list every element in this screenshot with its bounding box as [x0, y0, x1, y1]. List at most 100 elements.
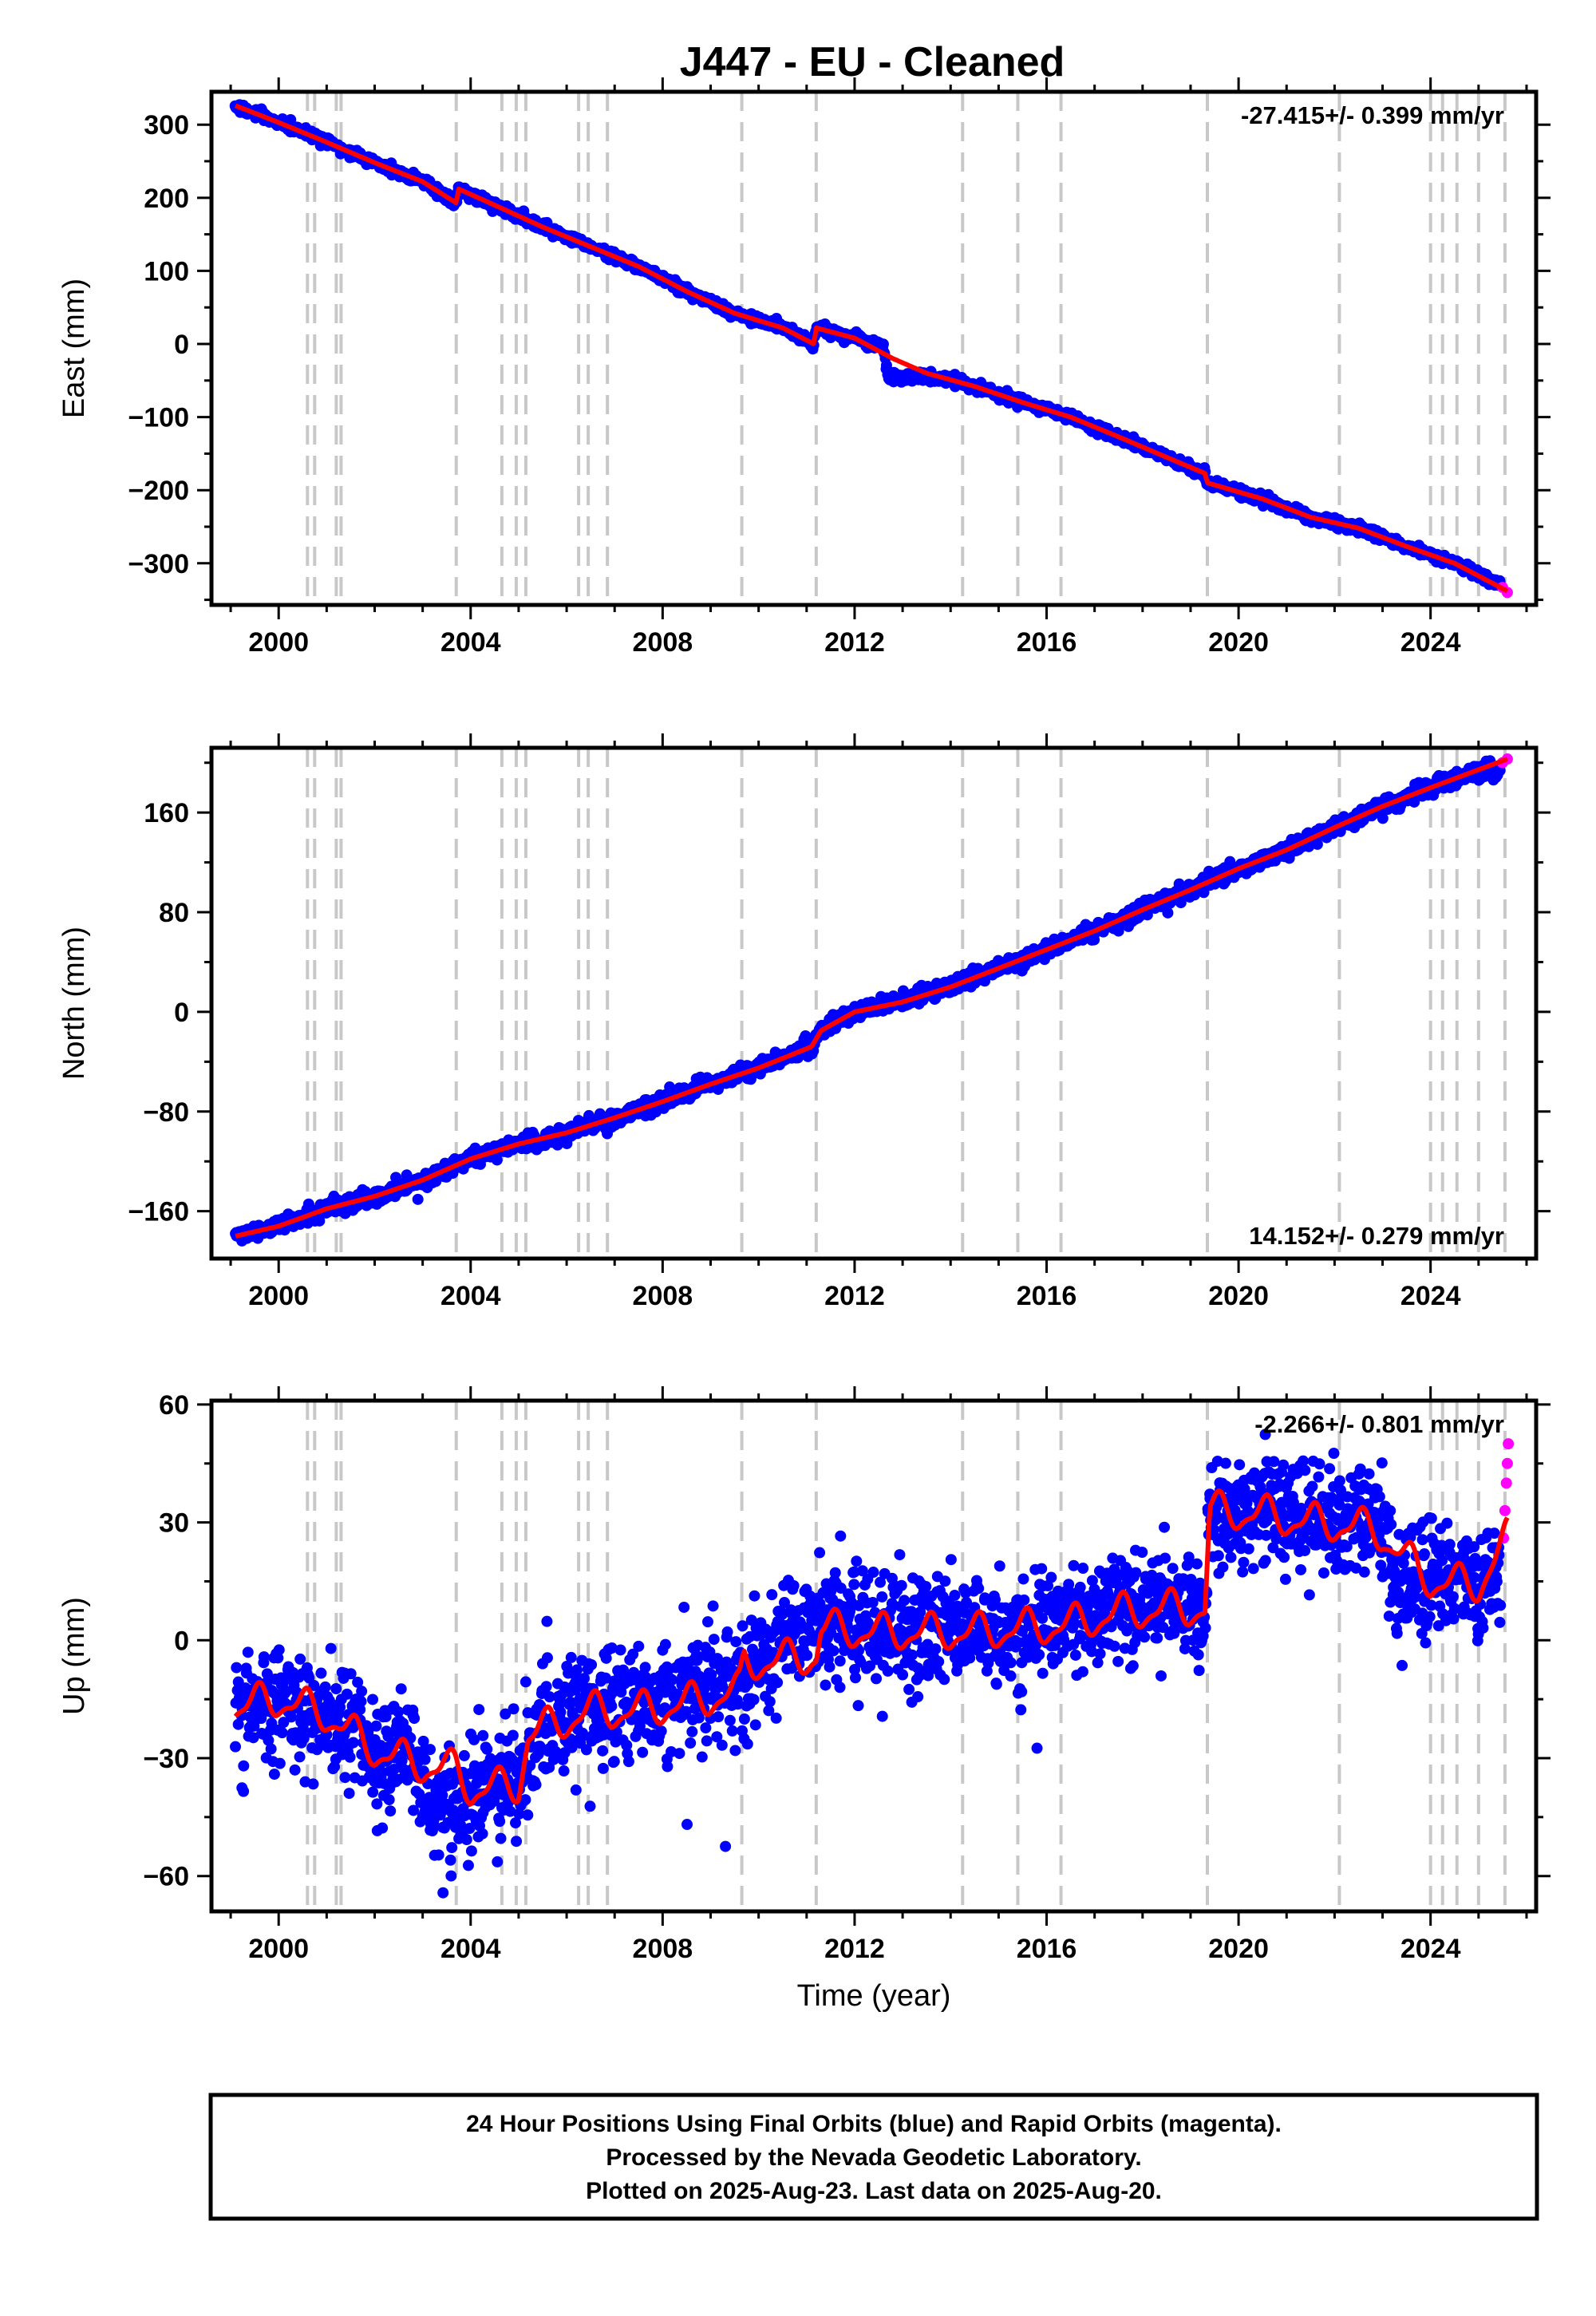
y-tick-label: −80 — [143, 1097, 189, 1128]
final-point — [700, 1722, 712, 1734]
final-point — [608, 1756, 620, 1768]
final-point — [530, 1779, 542, 1791]
final-point — [265, 1743, 277, 1755]
final-point — [242, 1646, 254, 1658]
final-point — [492, 1856, 504, 1867]
final-point — [678, 1601, 690, 1613]
final-point — [662, 1761, 674, 1773]
final-point — [238, 1785, 250, 1797]
final-point — [330, 1682, 342, 1694]
final-point — [674, 1748, 685, 1760]
model-line — [234, 103, 1509, 594]
x-tick-label: 2012 — [824, 1281, 885, 1311]
final-point — [511, 1836, 523, 1848]
final-point — [686, 1725, 698, 1737]
y-axis-label: East (mm) — [57, 279, 91, 418]
final-point — [462, 1860, 474, 1871]
y-tick-label: 300 — [144, 110, 189, 140]
final-point — [558, 1765, 570, 1777]
final-point — [633, 1640, 645, 1652]
final-point — [268, 1769, 280, 1780]
final-point — [344, 1751, 356, 1763]
final-point — [231, 1662, 243, 1674]
final-point — [606, 1700, 618, 1712]
final-point — [614, 1644, 626, 1656]
final-point — [708, 1634, 720, 1646]
final-point — [343, 1788, 355, 1800]
final-point — [230, 1741, 242, 1753]
final-point — [691, 1654, 703, 1666]
final-point — [541, 1652, 553, 1664]
final-point — [307, 1778, 319, 1790]
final-point — [637, 1746, 649, 1758]
panel-up: 2000 2004 2008 2012 2016 2020 202460300−30−60U… — [57, 1386, 1551, 2013]
y-tick-label: 200 — [144, 184, 189, 214]
final-point — [377, 1822, 389, 1834]
final-point — [385, 1805, 397, 1817]
final-point — [383, 1794, 395, 1806]
final-point — [294, 1751, 306, 1763]
rate-annotation: -27.415+/- 0.399 mm/yr — [1241, 101, 1504, 129]
panels: 2000 2004 2008 2012 2016 2020 2024 300 200 100 0 −1… — [57, 77, 1551, 2013]
y-tick-label: 100 — [144, 256, 189, 287]
final-point — [370, 1720, 382, 1732]
final-point — [565, 1651, 577, 1663]
rate-annotation: 14.152+/- 0.279 mm/yr — [1249, 1222, 1504, 1250]
final-point — [476, 1828, 488, 1840]
final-point — [681, 1819, 693, 1831]
x-tick-label: 2000 — [248, 1281, 309, 1311]
x-tick-label: 2016 — [1017, 627, 1077, 658]
final-point — [367, 1694, 379, 1705]
final-point — [314, 1215, 326, 1227]
final-point — [541, 1615, 553, 1627]
final-point — [367, 1786, 379, 1798]
final-point — [555, 1706, 567, 1718]
final-point — [425, 1744, 437, 1756]
final-point — [294, 1653, 306, 1665]
final-point — [437, 1887, 449, 1899]
y-tick-label: −160 — [128, 1197, 189, 1227]
x-tick-label: 2024 — [1400, 627, 1461, 658]
final-point — [238, 1760, 250, 1772]
final-point — [570, 1784, 582, 1796]
final-point — [325, 1642, 337, 1654]
final-point — [507, 1729, 519, 1741]
final-point — [877, 338, 889, 350]
plot-area — [229, 99, 1513, 599]
final-point — [495, 1832, 507, 1844]
final-point — [519, 1676, 531, 1688]
x-tick-label: 2004 — [440, 1281, 501, 1311]
final-point — [707, 1600, 719, 1612]
final-point — [1162, 907, 1174, 919]
panel-east: 2000 2004 2008 2012 2016 2020 20243002001000−1… — [57, 77, 1551, 658]
final-point — [446, 1842, 458, 1854]
final-point — [339, 1772, 351, 1784]
final-point — [655, 1725, 667, 1737]
final-point — [445, 1870, 457, 1882]
final-point — [622, 1756, 634, 1768]
final-point — [412, 1193, 424, 1205]
final-point — [276, 1727, 288, 1739]
final-point — [685, 1737, 697, 1749]
final-point — [419, 1753, 431, 1765]
y-tick-label: 0 — [174, 998, 189, 1028]
plot-area — [230, 1401, 1515, 1899]
final-point — [347, 1737, 359, 1749]
final-point — [693, 1712, 705, 1724]
final-point — [458, 1749, 470, 1761]
final-point — [273, 1644, 285, 1656]
final-point — [356, 1686, 368, 1697]
final-point — [465, 1845, 477, 1857]
x-tick-label: 2008 — [633, 1281, 693, 1311]
x-tick-label: 2000 — [248, 627, 309, 658]
final-point — [395, 1683, 407, 1695]
final-point — [355, 1695, 367, 1707]
final-point — [597, 1745, 609, 1757]
y-axis-label: North (mm) — [57, 927, 91, 1080]
panel-north: 2000 2004 2008 2012 2016 2020 2024160800−80−16… — [57, 733, 1551, 1311]
plot-frame — [209, 89, 1539, 607]
final-point — [701, 1735, 713, 1747]
x-tick-label: 2020 — [1208, 1281, 1269, 1311]
final-point — [522, 1809, 534, 1821]
